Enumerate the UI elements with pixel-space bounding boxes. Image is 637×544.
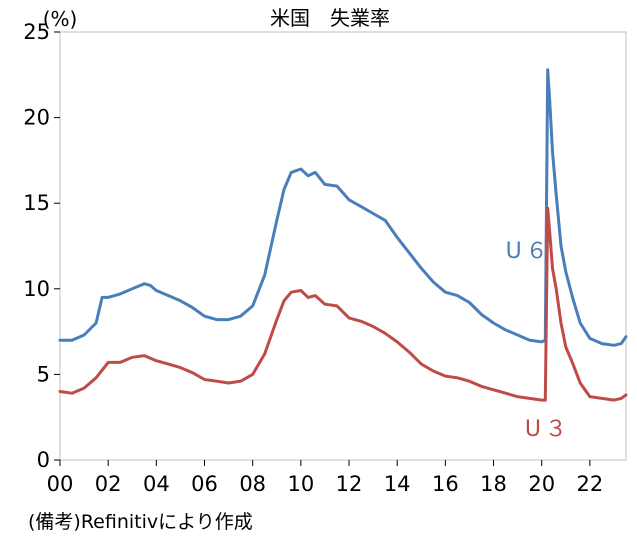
y-tick-label: 25 (23, 20, 50, 44)
x-tick-label: 20 (528, 472, 555, 496)
x-axis: 00 02 04 06 08 10 12 14 16 18 20 22 (47, 460, 604, 496)
x-tick-label: 18 (480, 472, 507, 496)
x-tick-label: 06 (191, 472, 218, 496)
x-tick-label: 10 (287, 472, 314, 496)
x-tick-label: 02 (95, 472, 122, 496)
series-label-u6: U６ (506, 239, 552, 264)
x-tick-label: 16 (432, 472, 459, 496)
y-axis: 0 5 10 15 20 25 (23, 20, 60, 472)
y-tick-label: 5 (37, 362, 50, 386)
y-tick-label: 15 (23, 191, 50, 215)
y-tick-label: 10 (23, 277, 50, 301)
series-label-u3: U３ (525, 417, 571, 442)
x-tick-label: 08 (239, 472, 266, 496)
y-tick-label: 0 (37, 448, 50, 472)
series-line-u6 (58, 68, 628, 347)
x-tick-label: 22 (577, 472, 604, 496)
series-labels: U６ U３ (506, 239, 571, 442)
x-tick-label: 12 (336, 472, 363, 496)
source-note: (備考)Refinitivにより作成 (28, 511, 253, 533)
y-tick-label: 20 (23, 106, 50, 130)
series-lines (58, 68, 628, 402)
y-axis-unit: (%) (43, 7, 78, 31)
chart-title: 米国 失業率 (270, 6, 390, 30)
x-tick-label: 04 (143, 472, 170, 496)
plot-frame (59, 31, 627, 461)
x-tick-label: 00 (47, 472, 74, 496)
series-line-u3 (58, 206, 628, 402)
x-tick-label: 14 (384, 472, 411, 496)
